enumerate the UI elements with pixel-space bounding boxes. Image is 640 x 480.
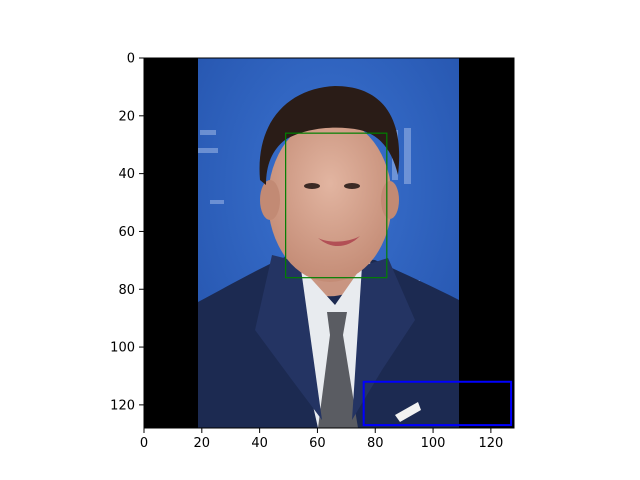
- x-tick-label: 60: [309, 436, 326, 451]
- pocket-square: [395, 402, 421, 422]
- tie: [318, 312, 358, 428]
- x-tick-label: 100: [421, 436, 446, 451]
- y-tick-label: 100: [110, 341, 135, 356]
- face: [268, 118, 392, 282]
- axes: 0 20 40 60 80 100 120 0 20 40 60 80 100 120: [110, 52, 515, 451]
- lapel-right: [352, 258, 415, 420]
- face-box: [285, 132, 388, 279]
- padding-right: [459, 58, 514, 428]
- ear-right: [381, 181, 399, 219]
- x-tick-label: 20: [194, 436, 211, 451]
- y-tick-label: 120: [110, 398, 135, 413]
- ear-left: [260, 180, 280, 220]
- y-tick-label: 20: [118, 109, 135, 124]
- lapel-left: [255, 255, 322, 420]
- image-area: [144, 58, 514, 428]
- hair: [259, 86, 400, 185]
- x-tick-label: 80: [367, 436, 384, 451]
- boxes: [285, 132, 513, 427]
- x-tick-label: 40: [251, 436, 268, 451]
- region-box: [362, 380, 513, 427]
- y-axis: 0 20 40 60 80 100 120: [110, 52, 144, 413]
- y-tick-label: 80: [118, 283, 135, 298]
- padding-left: [144, 58, 198, 428]
- mouth: [318, 236, 360, 247]
- y-tick-label: 0: [127, 52, 135, 67]
- eye-right: [344, 183, 360, 189]
- y-tick-label: 40: [118, 167, 135, 182]
- x-axis: 0 20 40 60 80 100 120: [140, 428, 503, 451]
- axes-frame: [143, 57, 515, 429]
- x-tick-label: 0: [140, 436, 148, 451]
- x-tick-label: 120: [478, 436, 503, 451]
- eye-left: [304, 183, 320, 189]
- y-tick-label: 60: [118, 225, 135, 240]
